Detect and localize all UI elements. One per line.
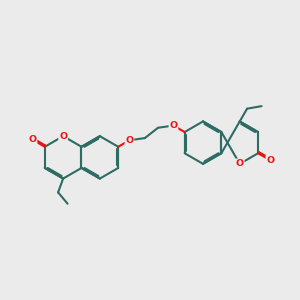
Text: O: O: [28, 135, 37, 144]
Text: O: O: [125, 136, 134, 145]
Text: O: O: [169, 121, 178, 130]
Text: O: O: [266, 156, 274, 165]
Text: O: O: [59, 132, 67, 141]
Text: O: O: [236, 159, 244, 168]
